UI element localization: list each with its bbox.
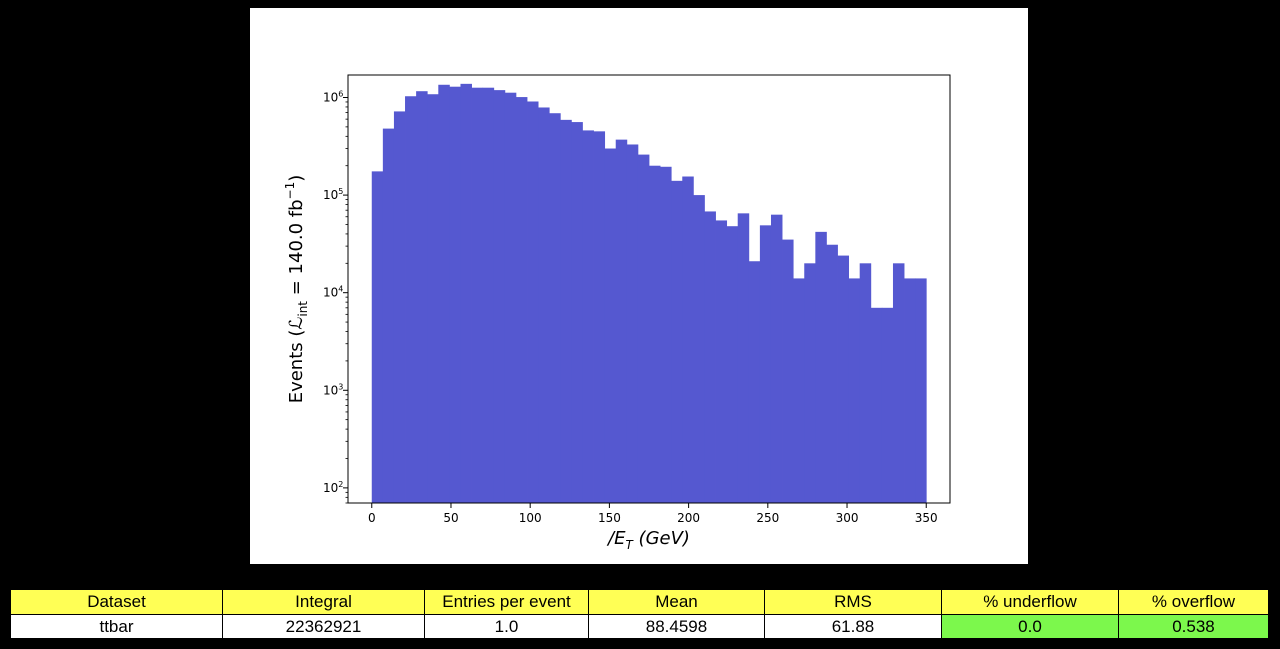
histogram-bar	[626, 144, 639, 504]
histogram-bar	[715, 220, 728, 503]
x-label-sub: T	[625, 538, 634, 552]
y-tick-label: 102	[323, 480, 343, 495]
cell-rms: 61.88	[764, 614, 942, 639]
x-tick-label: 350	[915, 511, 938, 525]
histogram-bar	[804, 263, 816, 503]
histogram-bar	[571, 122, 583, 503]
cell-mean: 88.4598	[588, 614, 765, 639]
x-axis-ticks: 0 50 100 150 200 250 300 350	[368, 503, 938, 525]
histogram-bar	[538, 107, 550, 503]
histogram-bar	[582, 130, 594, 503]
y-label-script-l: ℒ	[286, 317, 307, 330]
x-tick-label: 300	[836, 511, 859, 525]
histogram-bar	[493, 90, 506, 504]
histogram-bar	[693, 195, 705, 503]
x-tick-label: 250	[756, 511, 779, 525]
x-label-unit: (GeV)	[633, 528, 690, 549]
y-tick-label: 105	[323, 187, 343, 202]
histogram-bar	[593, 131, 606, 503]
cell-underflow: 0.0	[941, 614, 1119, 639]
x-tick-label: 50	[443, 511, 458, 525]
histogram-bar	[471, 87, 484, 503]
header-mean: Mean	[588, 589, 765, 615]
histogram-bar	[660, 166, 672, 503]
header-overflow: % overflow	[1118, 589, 1269, 615]
cell-integral: 22362921	[222, 614, 425, 639]
histogram-bar	[704, 211, 716, 503]
header-rms: RMS	[764, 589, 942, 615]
header-integral: Integral	[222, 589, 425, 615]
histogram-bar	[848, 278, 861, 503]
histogram-bar	[527, 101, 539, 504]
y-label-prefix: Events (	[286, 330, 307, 404]
histogram-bar	[515, 97, 528, 503]
x-label-main: /E	[606, 528, 626, 549]
x-tick-label: 150	[598, 511, 621, 525]
y-axis-ticks: 102 103 104 105 106	[323, 89, 348, 504]
histogram-bar	[615, 139, 628, 503]
y-axis-label: Events (ℒint = 140.0 fb−1)	[283, 175, 310, 404]
histogram-bar	[393, 111, 406, 504]
histogram-bar	[504, 92, 517, 503]
histogram-bar	[737, 213, 750, 503]
histogram-bar	[671, 180, 683, 503]
histogram-bar	[371, 171, 384, 503]
plot-frame	[347, 74, 951, 504]
histogram-bar	[759, 225, 772, 503]
histogram-bar	[793, 278, 805, 503]
histogram-bar	[460, 83, 472, 503]
x-axis-label: /ET (GeV)	[606, 528, 690, 552]
histogram-chart: 0 50 100 150 200 250 300 350 102 103 104 105 106 Ev…	[283, 74, 951, 552]
histogram-bar	[748, 261, 761, 503]
histogram-bar	[382, 128, 395, 503]
histogram-bar	[892, 263, 905, 503]
x-tick-label: 0	[368, 511, 376, 525]
histogram-bar	[826, 244, 838, 504]
histogram-bar	[649, 165, 661, 503]
histogram-bar	[904, 278, 916, 503]
y-label-sup: −1	[283, 182, 297, 200]
y-label-sub: int	[296, 301, 310, 317]
histogram-bar	[438, 84, 450, 504]
histogram-bar	[482, 87, 495, 503]
histogram-bar	[549, 113, 561, 503]
header-entries-per-event: Entries per event	[424, 589, 589, 615]
cell-dataset: ttbar	[10, 614, 223, 639]
y-tick-label: 104	[323, 285, 343, 300]
stats-header-row: Dataset Integral Entries per event Mean …	[10, 589, 1269, 615]
histogram-bar	[416, 91, 428, 503]
histogram-bar	[637, 154, 650, 503]
histogram-bar	[915, 278, 927, 503]
histogram-bar	[449, 86, 461, 503]
stats-table: Dataset Integral Entries per event Mean …	[10, 589, 1269, 639]
histogram-bar	[427, 94, 439, 503]
histogram-bar	[815, 231, 827, 504]
cell-entries-per-event: 1.0	[424, 614, 589, 639]
histogram-bar	[560, 119, 572, 504]
header-underflow: % underflow	[941, 589, 1119, 615]
histogram-bar	[837, 255, 850, 503]
cell-overflow: 0.538	[1118, 614, 1269, 639]
histogram-bar	[870, 307, 883, 503]
histogram-bar	[726, 226, 739, 503]
histogram-bar	[604, 148, 617, 503]
histogram-bar	[405, 96, 417, 504]
y-tick-label: 106	[323, 89, 343, 104]
bars-group	[371, 83, 927, 504]
x-tick-label: 100	[519, 511, 542, 525]
histogram-bar	[881, 307, 894, 503]
histogram-bar	[782, 239, 794, 503]
histogram-bar	[770, 214, 783, 504]
y-label-mid: = 140.0 fb	[286, 199, 307, 301]
stats-data-row: ttbar 22362921 1.0 88.4598 61.88 0.0 0.5…	[10, 614, 1269, 639]
header-dataset: Dataset	[10, 589, 223, 615]
y-label-suffix: )	[286, 175, 307, 182]
histogram-bar	[859, 263, 872, 503]
y-tick-label: 103	[323, 382, 343, 397]
histogram-bar	[682, 176, 694, 503]
x-tick-label: 200	[677, 511, 700, 525]
figure: 0 50 100 150 200 250 300 350 102 103 104 105 106 Ev…	[250, 8, 1028, 564]
